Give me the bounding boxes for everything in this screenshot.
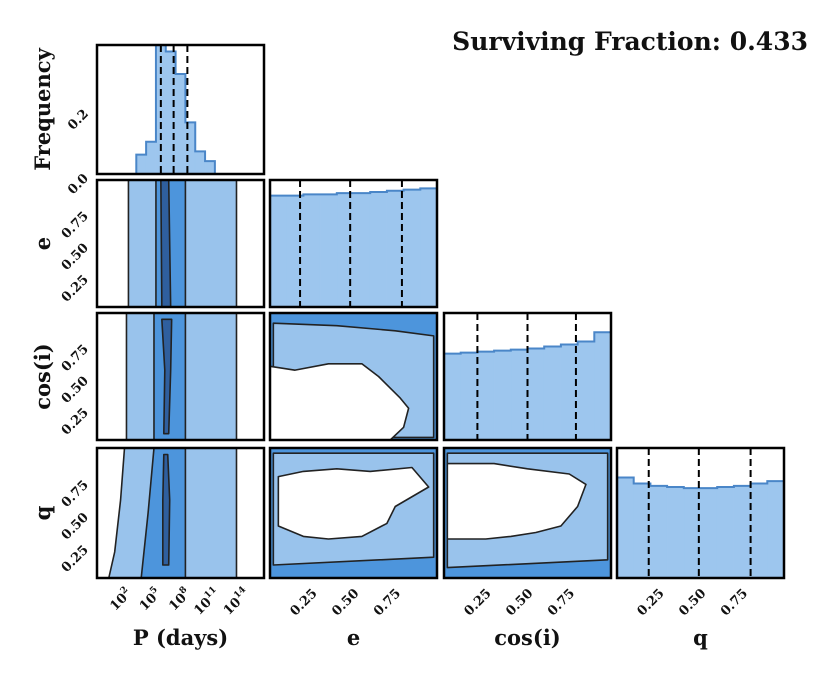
hist-cos-i-bar bbox=[577, 341, 595, 440]
hist-q-bar bbox=[750, 483, 768, 578]
contour-P-q-xtick-label: 1011 bbox=[190, 585, 224, 619]
contour-e-q-xtick-label: 0.50 bbox=[329, 586, 362, 619]
hist-q-xtick-label: 0.75 bbox=[718, 586, 751, 619]
xlabel-p: P (days) bbox=[133, 625, 228, 650]
contour-P-q-dark-region bbox=[162, 453, 171, 566]
contour-P-cosi-ytick-label: 0.75 bbox=[59, 342, 92, 375]
hist-e-bar bbox=[420, 188, 437, 307]
hist-q-frame bbox=[615, 446, 786, 580]
hist-cos-i-bar bbox=[527, 348, 545, 440]
hist-P-bar bbox=[145, 141, 157, 174]
ylabel-cos-i: cos(i) bbox=[30, 343, 55, 409]
hist-e-bar bbox=[270, 195, 287, 307]
hist-q-bar bbox=[617, 477, 634, 578]
hist-P-outline bbox=[135, 45, 216, 174]
hist-cos-i-bar bbox=[493, 350, 512, 440]
contour-P-q-ytick-label: 0.50 bbox=[59, 510, 92, 543]
contour-P-cosi-ytick-label: 0.25 bbox=[59, 405, 92, 438]
hist-q-xtick-label: 0.25 bbox=[635, 586, 668, 619]
hist-e-outline bbox=[270, 187, 437, 307]
hist-cos-i-frame bbox=[442, 311, 613, 442]
hist-cos-i-bar bbox=[460, 352, 478, 440]
contour-cosi-q-regions bbox=[444, 448, 611, 578]
contour-P-e-ytick-label: 0.75 bbox=[59, 209, 92, 242]
contour-P-e-dark-region bbox=[160, 180, 172, 307]
hist-q-outline bbox=[617, 476, 784, 578]
xlabel-cos-i: cos(i) bbox=[494, 625, 560, 650]
hist-q-bar bbox=[700, 487, 718, 578]
contour-P-cosi-frame bbox=[95, 311, 266, 442]
hist-q-bar bbox=[767, 480, 784, 578]
hist-e-bars bbox=[270, 180, 437, 307]
contour-P-q-ytick-label: 0.25 bbox=[59, 543, 92, 576]
contour-P-e-frame bbox=[95, 178, 266, 309]
hist-e-bar bbox=[353, 192, 371, 307]
contour-P-q-xtick-label: 105 bbox=[136, 585, 165, 614]
hist-q-bars bbox=[617, 448, 784, 578]
hist-cos-i-bar bbox=[477, 351, 495, 440]
hist-e-bar bbox=[303, 194, 321, 307]
contour-P-e-regions bbox=[127, 180, 238, 307]
hist-P-bars bbox=[135, 45, 216, 174]
hist-P-bar bbox=[204, 160, 216, 174]
panels-layer: 0.00.20.250.500.750.250.500.750.250.500.… bbox=[30, 43, 786, 650]
contour-cosi-q-frame bbox=[442, 446, 613, 580]
ylabel-q: q bbox=[30, 505, 55, 520]
contour-P-q-frame bbox=[95, 446, 266, 580]
xlabel-q: q bbox=[693, 625, 708, 650]
hist-q-bar bbox=[733, 485, 751, 578]
ylabel-frequency: Frequency bbox=[30, 47, 55, 170]
hist-P-ytick-label: 0.2 bbox=[65, 107, 92, 134]
xlabel-e: e bbox=[347, 625, 360, 650]
contour-P-e-ytick-label: 0.50 bbox=[59, 241, 92, 274]
contour-e-q-frame bbox=[268, 446, 439, 580]
contour-e-cosi-white-region bbox=[270, 362, 410, 440]
contour-e-cosi-frame bbox=[268, 311, 439, 442]
hist-e-frame bbox=[268, 178, 439, 309]
contour-P-cosi-dark-region bbox=[161, 318, 173, 435]
hist-P-bar bbox=[136, 154, 147, 174]
contour-cosi-q-white-region bbox=[446, 462, 587, 540]
hist-P-bar bbox=[194, 151, 206, 174]
contour-P-q-ytick-label: 0.75 bbox=[59, 478, 92, 511]
hist-cos-i-bars bbox=[444, 313, 611, 440]
hist-cos-i-bar bbox=[510, 349, 528, 440]
hist-cos-i-bar bbox=[594, 332, 611, 440]
contour-e-q-white-region bbox=[277, 466, 430, 540]
hist-P-ytick-label: 0.0 bbox=[65, 171, 92, 198]
contour-cosi-q-xtick-label: 0.50 bbox=[503, 586, 536, 619]
contour-P-cosi-ytick-label: 0.50 bbox=[59, 374, 92, 407]
contour-e-cosi-regions bbox=[270, 313, 437, 440]
hist-cos-i-bar bbox=[543, 346, 562, 440]
contour-P-q-xtick-label: 1014 bbox=[220, 585, 254, 619]
hist-P-bar bbox=[175, 73, 186, 174]
hist-P-frame bbox=[95, 43, 266, 176]
contour-cosi-q-xtick-label: 0.25 bbox=[462, 586, 495, 619]
hist-q-bar bbox=[666, 486, 685, 578]
contour-P-q-xtick-label: 108 bbox=[165, 585, 194, 614]
contour-e-q-xtick-label: 0.25 bbox=[288, 586, 321, 619]
contour-P-q-xtick-label: 102 bbox=[106, 585, 135, 614]
contour-e-q-xtick-label: 0.75 bbox=[371, 586, 404, 619]
contour-P-cosi-regions bbox=[125, 313, 238, 440]
hist-cos-i-bar bbox=[444, 353, 461, 440]
ylabel-e: e bbox=[30, 237, 55, 250]
chart-title: Surviving Fraction: 0.433 bbox=[452, 27, 808, 56]
contour-cosi-q-xtick-label: 0.75 bbox=[545, 586, 578, 619]
hist-e-bar bbox=[369, 191, 388, 307]
contour-P-q-regions bbox=[107, 448, 238, 578]
hist-q-bar bbox=[716, 486, 735, 578]
contour-P-e-ytick-label: 0.25 bbox=[59, 272, 92, 305]
hist-e-bar bbox=[319, 194, 338, 307]
hist-e-bar bbox=[403, 189, 421, 307]
hist-q-xtick-label: 0.50 bbox=[676, 586, 709, 619]
hist-P-bar bbox=[155, 45, 167, 174]
contour-e-q-regions bbox=[270, 448, 437, 578]
hist-q-bar bbox=[650, 485, 668, 578]
